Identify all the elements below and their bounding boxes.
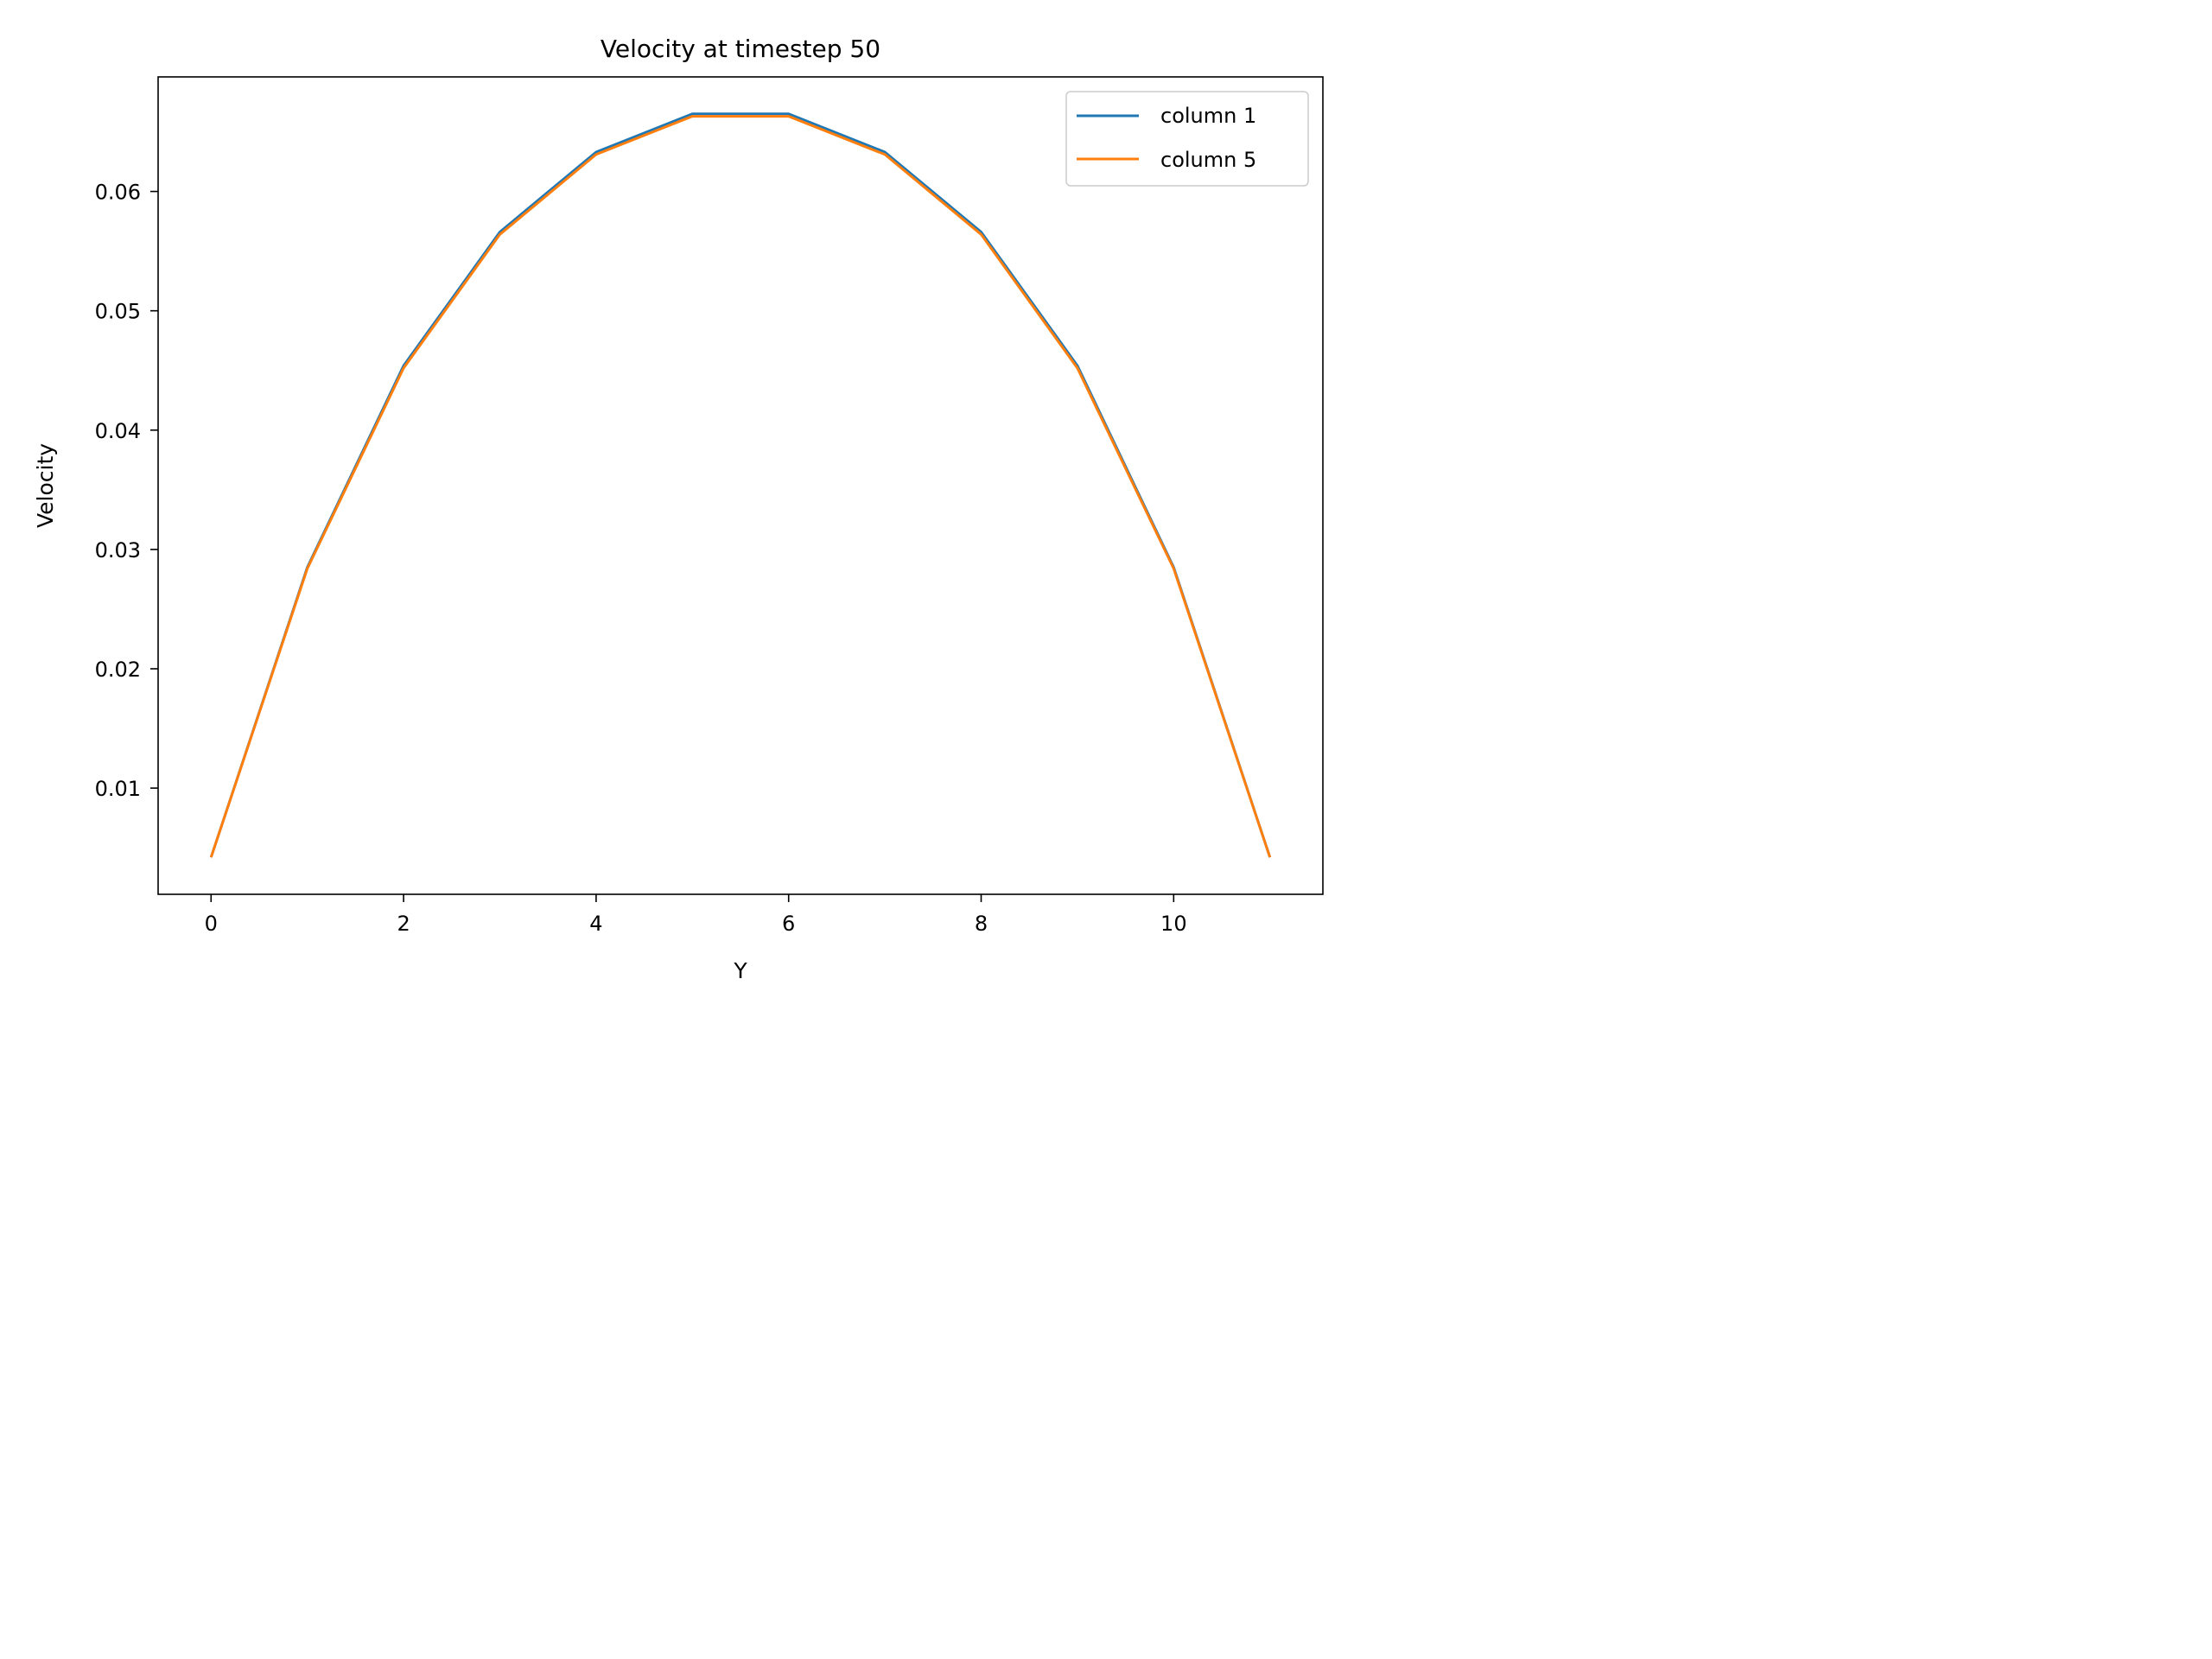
series-line-column-5 bbox=[209, 115, 1272, 858]
x-tick-label: 10 bbox=[1160, 912, 1187, 936]
x-axis-label: Y bbox=[733, 958, 747, 983]
x-tick-label: 0 bbox=[205, 912, 218, 936]
x-tick-label: 8 bbox=[975, 912, 988, 936]
x-tick-label: 6 bbox=[782, 912, 795, 936]
legend-label-column-5: column 5 bbox=[1160, 148, 1256, 172]
y-tick-label: 0.02 bbox=[95, 658, 141, 682]
y-tick-label: 0.06 bbox=[95, 181, 141, 205]
series-layer bbox=[209, 112, 1272, 858]
y-axis-ticks: 0.01 0.02 0.03 0.04 0.05 0.06 bbox=[95, 181, 158, 801]
x-tick-label: 4 bbox=[589, 912, 602, 936]
legend-label-column-1: column 1 bbox=[1160, 104, 1256, 128]
x-axis-ticks: 0 2 4 6 8 10 bbox=[205, 894, 1187, 936]
chart-title: Velocity at timestep 50 bbox=[601, 35, 880, 63]
y-tick-label: 0.03 bbox=[95, 538, 141, 563]
velocity-chart: Velocity at timestep 50 0 2 4 6 8 10 0.01 0.02… bbox=[0, 0, 1355, 1016]
plot-frame bbox=[157, 76, 1324, 895]
legend: column 1 column 5 bbox=[1065, 91, 1309, 187]
x-tick-label: 2 bbox=[397, 912, 410, 936]
y-tick-label: 0.05 bbox=[95, 300, 141, 324]
y-axis-label: Velocity bbox=[33, 443, 58, 528]
y-tick-label: 0.04 bbox=[95, 419, 141, 443]
y-tick-label: 0.01 bbox=[95, 777, 141, 801]
